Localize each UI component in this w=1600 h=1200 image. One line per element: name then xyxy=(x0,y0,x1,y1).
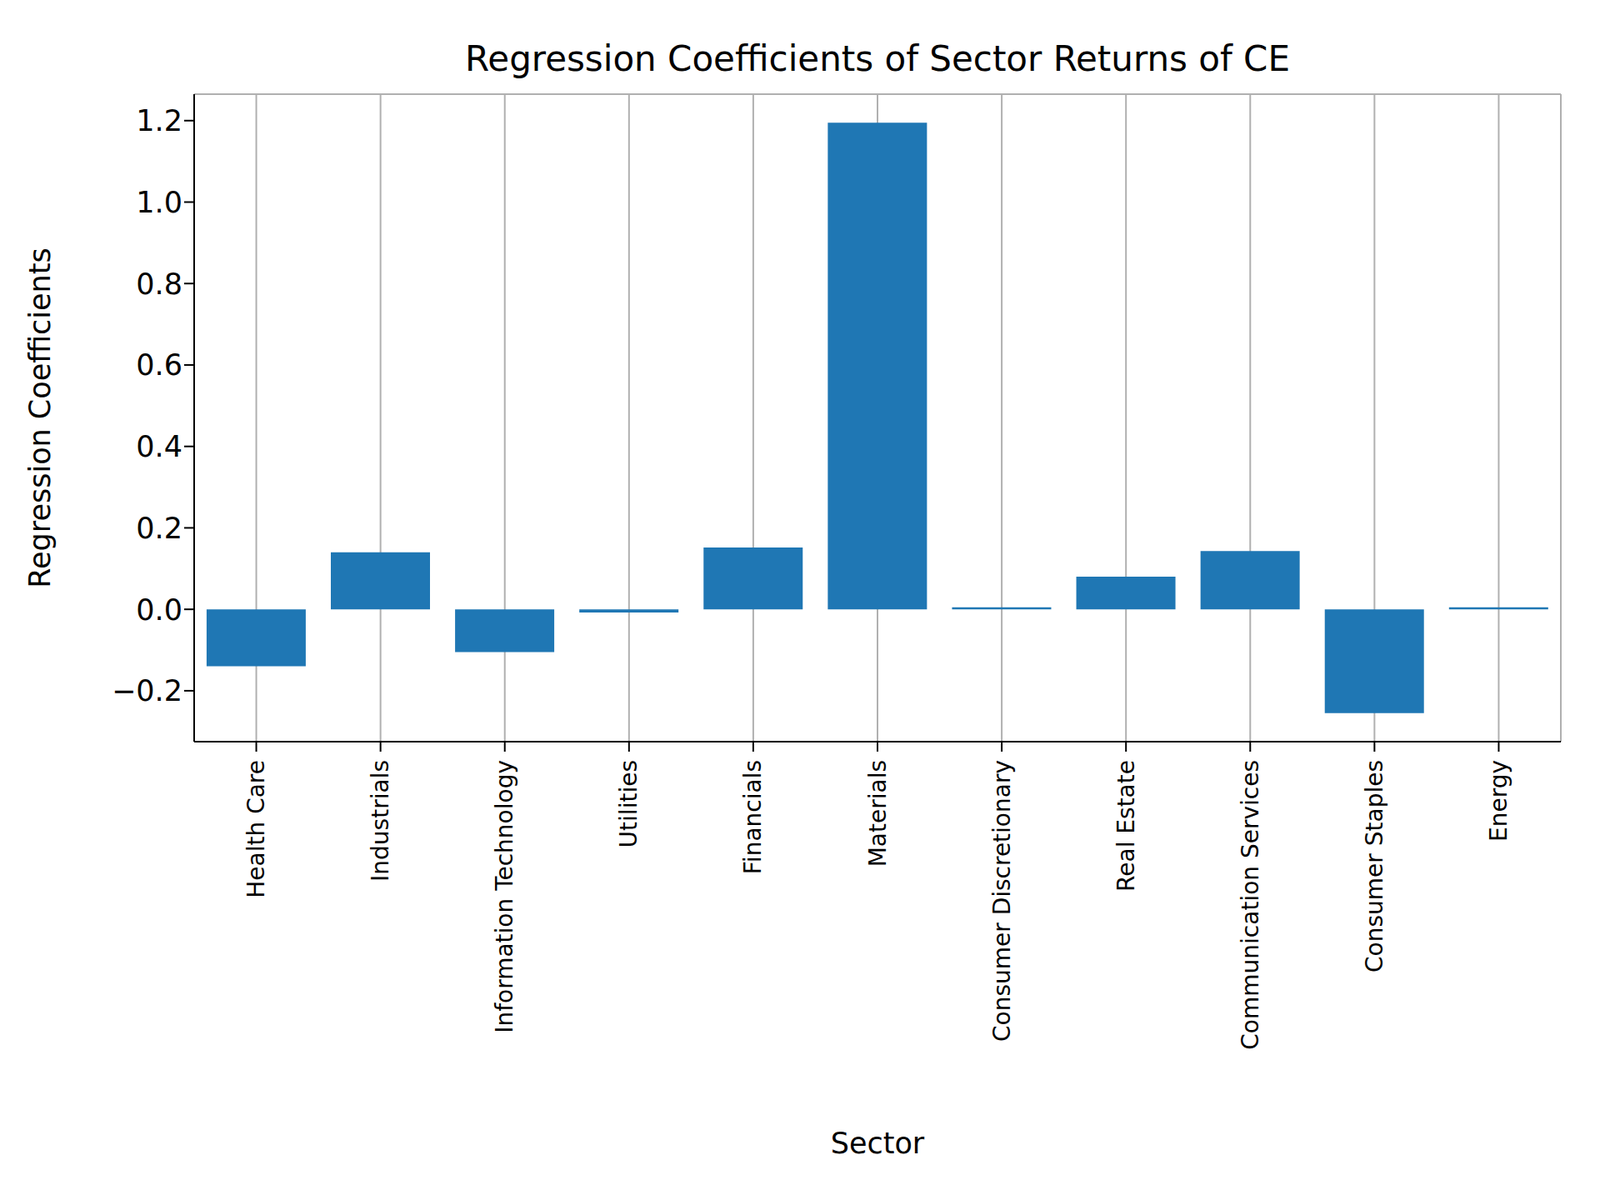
svg-text:0.4: 0.4 xyxy=(135,430,183,464)
svg-text:1.2: 1.2 xyxy=(135,104,183,138)
html-text:Regression Coefficients of Sec: Regression Coefficients of Sector Return… xyxy=(465,38,1290,80)
svg-text:Consumer Staples: Consumer Staples xyxy=(1360,760,1389,973)
svg-text:0.2: 0.2 xyxy=(135,511,183,545)
svg-text:−0.2: −0.2 xyxy=(111,674,183,708)
svg-text:Real Estate: Real Estate xyxy=(1112,760,1140,892)
svg-text:0.0: 0.0 xyxy=(135,593,183,627)
svg-text:Information Technology: Information Technology xyxy=(490,760,519,1034)
svg-text:Regression Coefficients: Regression Coefficients xyxy=(23,247,57,588)
svg-text:Consumer Discretionary: Consumer Discretionary xyxy=(988,760,1016,1042)
svg-text:Energy: Energy xyxy=(1485,760,1513,842)
svg-text:Sector: Sector xyxy=(830,1126,925,1160)
svg-text:Materials: Materials xyxy=(864,760,892,867)
svg-text:Utilities: Utilities xyxy=(615,760,643,848)
svg-text:Industrials: Industrials xyxy=(366,760,395,882)
svg-text:Communication Services: Communication Services xyxy=(1236,760,1265,1050)
svg-text:1.0: 1.0 xyxy=(135,185,183,220)
svg-text:0.6: 0.6 xyxy=(135,348,183,382)
svg-text:0.8: 0.8 xyxy=(135,267,183,301)
svg-text:Health Care: Health Care xyxy=(242,760,270,899)
svg-text:Financials: Financials xyxy=(739,760,767,875)
